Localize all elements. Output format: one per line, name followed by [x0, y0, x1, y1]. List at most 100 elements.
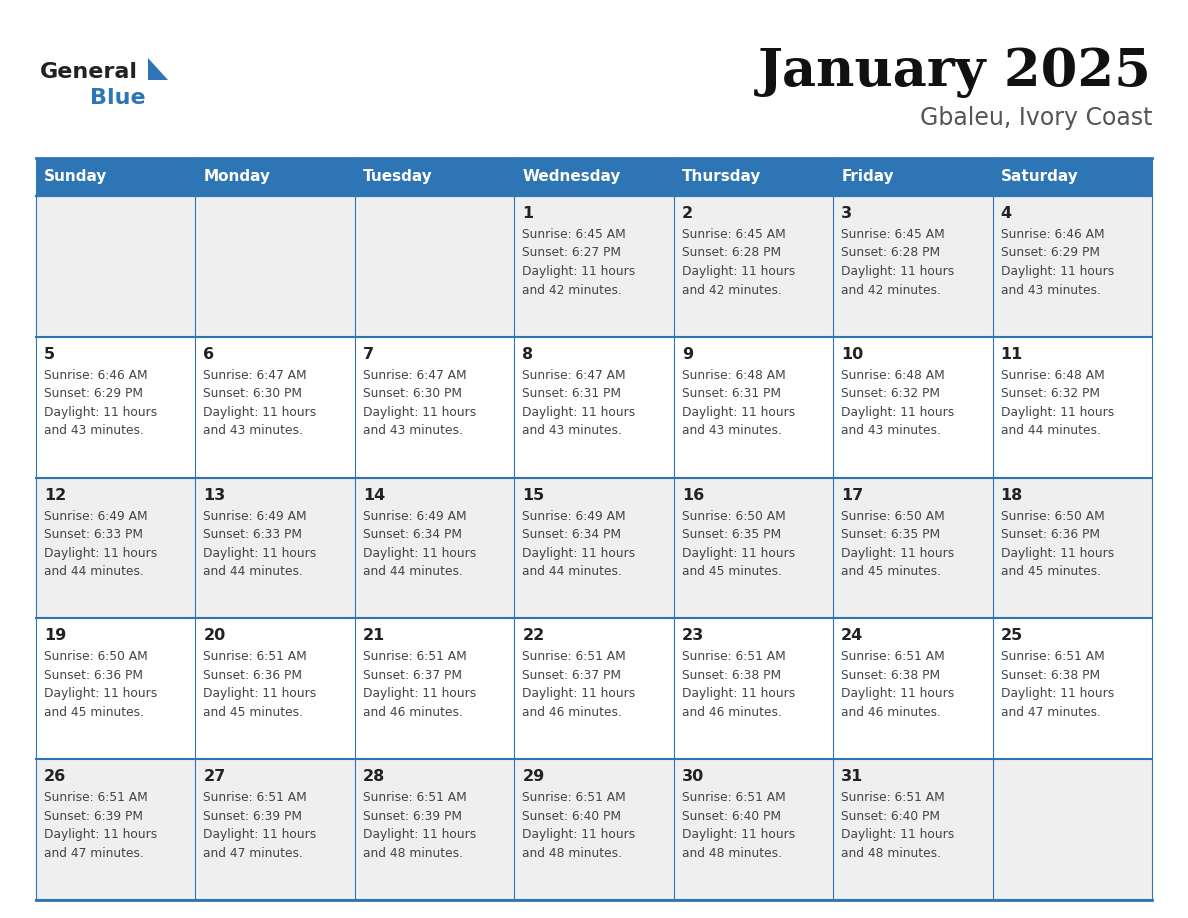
Text: 4: 4: [1000, 206, 1012, 221]
Bar: [674, 619, 833, 759]
Text: and 43 minutes.: and 43 minutes.: [203, 424, 303, 437]
Text: Sunday: Sunday: [44, 170, 107, 185]
Text: and 44 minutes.: and 44 minutes.: [362, 565, 463, 578]
Text: Sunset: 6:40 PM: Sunset: 6:40 PM: [523, 810, 621, 823]
Bar: [514, 619, 674, 759]
Text: 6: 6: [203, 347, 215, 362]
Bar: [992, 477, 1152, 619]
Text: Sunrise: 6:48 AM: Sunrise: 6:48 AM: [841, 369, 944, 382]
Text: Sunset: 6:35 PM: Sunset: 6:35 PM: [682, 528, 781, 541]
Text: and 47 minutes.: and 47 minutes.: [203, 846, 303, 859]
Text: Sunset: 6:31 PM: Sunset: 6:31 PM: [682, 387, 781, 400]
Text: 27: 27: [203, 769, 226, 784]
Text: 23: 23: [682, 629, 704, 644]
Text: 12: 12: [44, 487, 67, 502]
Bar: [992, 196, 1152, 337]
Text: 3: 3: [841, 206, 852, 221]
Text: Monday: Monday: [203, 170, 271, 185]
Text: Daylight: 11 hours: Daylight: 11 hours: [841, 406, 954, 419]
Text: Sunrise: 6:50 AM: Sunrise: 6:50 AM: [682, 509, 785, 522]
Text: 13: 13: [203, 487, 226, 502]
Text: Sunrise: 6:46 AM: Sunrise: 6:46 AM: [1000, 228, 1104, 241]
Bar: [36, 196, 196, 337]
Text: and 43 minutes.: and 43 minutes.: [841, 424, 941, 437]
Bar: [514, 158, 674, 196]
Bar: [196, 158, 355, 196]
Text: Sunrise: 6:51 AM: Sunrise: 6:51 AM: [841, 791, 944, 804]
Text: Sunrise: 6:47 AM: Sunrise: 6:47 AM: [523, 369, 626, 382]
Text: Blue: Blue: [90, 88, 146, 108]
Text: Daylight: 11 hours: Daylight: 11 hours: [841, 265, 954, 278]
Text: Sunrise: 6:49 AM: Sunrise: 6:49 AM: [203, 509, 307, 522]
Text: Daylight: 11 hours: Daylight: 11 hours: [44, 406, 157, 419]
Text: and 47 minutes.: and 47 minutes.: [44, 846, 144, 859]
Text: 15: 15: [523, 487, 544, 502]
Text: 7: 7: [362, 347, 374, 362]
Text: 20: 20: [203, 629, 226, 644]
Text: and 44 minutes.: and 44 minutes.: [1000, 424, 1100, 437]
Text: Sunrise: 6:51 AM: Sunrise: 6:51 AM: [682, 791, 785, 804]
Text: Daylight: 11 hours: Daylight: 11 hours: [682, 406, 795, 419]
Text: and 44 minutes.: and 44 minutes.: [523, 565, 623, 578]
Text: Friday: Friday: [841, 170, 893, 185]
Text: Sunset: 6:33 PM: Sunset: 6:33 PM: [44, 528, 143, 541]
Bar: [514, 477, 674, 619]
Text: and 48 minutes.: and 48 minutes.: [523, 846, 623, 859]
Text: Sunset: 6:35 PM: Sunset: 6:35 PM: [841, 528, 940, 541]
Text: Daylight: 11 hours: Daylight: 11 hours: [203, 546, 317, 560]
Text: and 48 minutes.: and 48 minutes.: [841, 846, 941, 859]
Text: and 47 minutes.: and 47 minutes.: [1000, 706, 1100, 719]
Text: Sunset: 6:30 PM: Sunset: 6:30 PM: [203, 387, 303, 400]
Text: 28: 28: [362, 769, 385, 784]
Text: Sunrise: 6:50 AM: Sunrise: 6:50 AM: [44, 650, 147, 664]
Text: Daylight: 11 hours: Daylight: 11 hours: [1000, 546, 1114, 560]
Text: Sunrise: 6:45 AM: Sunrise: 6:45 AM: [523, 228, 626, 241]
Text: and 48 minutes.: and 48 minutes.: [682, 846, 782, 859]
Text: Sunset: 6:30 PM: Sunset: 6:30 PM: [362, 387, 462, 400]
Text: and 44 minutes.: and 44 minutes.: [203, 565, 303, 578]
Bar: [674, 196, 833, 337]
Text: Sunset: 6:27 PM: Sunset: 6:27 PM: [523, 247, 621, 260]
Text: Sunset: 6:28 PM: Sunset: 6:28 PM: [841, 247, 940, 260]
Bar: [674, 477, 833, 619]
Text: 21: 21: [362, 629, 385, 644]
Text: Sunrise: 6:49 AM: Sunrise: 6:49 AM: [523, 509, 626, 522]
Text: 25: 25: [1000, 629, 1023, 644]
Text: 18: 18: [1000, 487, 1023, 502]
Text: 1: 1: [523, 206, 533, 221]
Text: Daylight: 11 hours: Daylight: 11 hours: [362, 406, 476, 419]
Text: Sunrise: 6:51 AM: Sunrise: 6:51 AM: [523, 650, 626, 664]
Text: Sunset: 6:39 PM: Sunset: 6:39 PM: [203, 810, 303, 823]
Text: Sunrise: 6:47 AM: Sunrise: 6:47 AM: [362, 369, 467, 382]
Text: Sunset: 6:28 PM: Sunset: 6:28 PM: [682, 247, 781, 260]
Bar: [992, 619, 1152, 759]
Text: Daylight: 11 hours: Daylight: 11 hours: [523, 546, 636, 560]
Text: Sunset: 6:37 PM: Sunset: 6:37 PM: [523, 669, 621, 682]
Bar: [514, 759, 674, 900]
Text: and 46 minutes.: and 46 minutes.: [841, 706, 941, 719]
Text: Sunrise: 6:45 AM: Sunrise: 6:45 AM: [682, 228, 785, 241]
Text: Sunrise: 6:51 AM: Sunrise: 6:51 AM: [203, 650, 308, 664]
Bar: [36, 759, 196, 900]
Text: 19: 19: [44, 629, 67, 644]
Bar: [992, 759, 1152, 900]
Bar: [674, 759, 833, 900]
Text: and 43 minutes.: and 43 minutes.: [362, 424, 463, 437]
Text: and 43 minutes.: and 43 minutes.: [44, 424, 144, 437]
Text: Sunset: 6:32 PM: Sunset: 6:32 PM: [841, 387, 940, 400]
Text: Sunrise: 6:50 AM: Sunrise: 6:50 AM: [1000, 509, 1105, 522]
Text: 14: 14: [362, 487, 385, 502]
Bar: [833, 158, 992, 196]
Text: 26: 26: [44, 769, 67, 784]
Bar: [674, 337, 833, 477]
Bar: [196, 337, 355, 477]
Text: Daylight: 11 hours: Daylight: 11 hours: [682, 546, 795, 560]
Text: Daylight: 11 hours: Daylight: 11 hours: [44, 828, 157, 841]
Text: Sunset: 6:39 PM: Sunset: 6:39 PM: [362, 810, 462, 823]
Text: Daylight: 11 hours: Daylight: 11 hours: [1000, 688, 1114, 700]
Text: 11: 11: [1000, 347, 1023, 362]
Bar: [992, 158, 1152, 196]
Text: and 46 minutes.: and 46 minutes.: [682, 706, 782, 719]
Text: and 45 minutes.: and 45 minutes.: [682, 565, 782, 578]
Text: Sunrise: 6:48 AM: Sunrise: 6:48 AM: [1000, 369, 1105, 382]
